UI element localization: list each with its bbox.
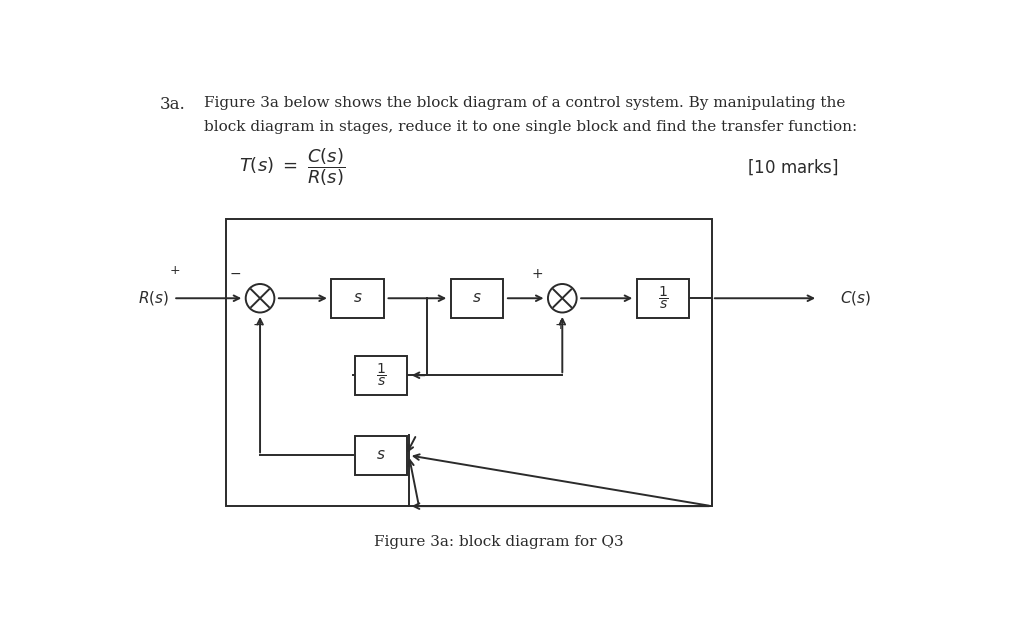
Text: $\dfrac{1}{\mathit{s}}$: $\dfrac{1}{\mathit{s}}$ xyxy=(658,285,668,312)
Text: $\mathit{s}$: $\mathit{s}$ xyxy=(353,292,363,305)
Text: $\dfrac{1}{\mathit{s}}$: $\dfrac{1}{\mathit{s}}$ xyxy=(375,362,386,389)
Circle shape xyxy=(245,284,275,312)
Text: 3a.: 3a. xyxy=(159,96,185,113)
Text: block diagram in stages, reduce it to one single block and find the transfer fun: block diagram in stages, reduce it to on… xyxy=(204,121,858,134)
Text: $\mathit{s}$: $\mathit{s}$ xyxy=(376,449,385,463)
Text: +: + xyxy=(531,267,544,281)
Text: $\mathit{C}(\mathit{s})$: $\mathit{C}(\mathit{s})$ xyxy=(840,289,871,307)
Text: +: + xyxy=(555,318,567,332)
Text: $\mathit{T}(\mathit{s})\ =\ \dfrac{\mathit{C}(\mathit{s})}{\mathit{R}(\mathit{s}: $\mathit{T}(\mathit{s})\ =\ \dfrac{\math… xyxy=(239,146,346,188)
Bar xyxy=(332,279,384,317)
Bar xyxy=(355,436,408,475)
Text: −: − xyxy=(252,318,265,332)
Bar xyxy=(637,279,690,317)
Circle shape xyxy=(548,284,577,312)
Text: Figure 3a below shows the block diagram of a control system. By manipulating the: Figure 3a below shows the block diagram … xyxy=(204,96,846,110)
Text: $\mathit{s}$: $\mathit{s}$ xyxy=(473,292,482,305)
Bar xyxy=(450,279,503,317)
Bar xyxy=(226,219,712,506)
Bar xyxy=(355,356,408,394)
Text: −: − xyxy=(229,267,241,281)
Text: +: + xyxy=(169,264,180,277)
Text: $\mathit{R}(\mathit{s})$: $\mathit{R}(\mathit{s})$ xyxy=(138,289,169,307)
Text: Figure 3a: block diagram for Q3: Figure 3a: block diagram for Q3 xyxy=(374,534,624,548)
Text: $[10\ \mathrm{marks}]$: $[10\ \mathrm{marks}]$ xyxy=(747,158,839,177)
